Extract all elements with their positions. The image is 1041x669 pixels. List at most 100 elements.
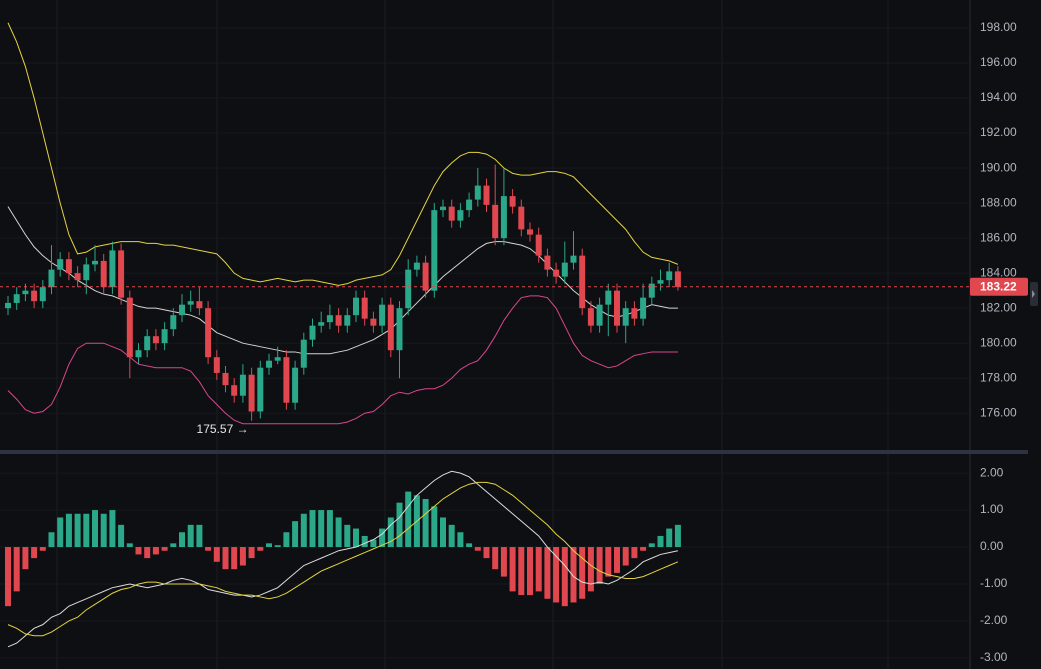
candle-body xyxy=(561,262,568,277)
candle-body xyxy=(631,308,638,319)
histogram-bar xyxy=(318,510,325,548)
histogram-bar xyxy=(196,524,203,548)
candle-body xyxy=(144,336,151,351)
candle-body xyxy=(466,199,473,211)
y-tick-label: -2.00 xyxy=(980,613,1008,627)
y-tick-label: 178.00 xyxy=(980,370,1017,384)
candle-body xyxy=(248,374,255,412)
time-grid xyxy=(56,0,889,669)
histogram-bar xyxy=(387,517,394,548)
candle-body xyxy=(353,297,359,316)
histogram-bar xyxy=(648,543,655,548)
histogram-bar xyxy=(31,547,38,559)
histogram-bar xyxy=(5,547,11,607)
candle-body xyxy=(448,206,455,221)
histogram-bar xyxy=(65,513,72,548)
histogram-bar xyxy=(248,547,255,559)
histogram-bar xyxy=(205,547,212,551)
histogram-bar xyxy=(483,547,490,559)
pane-separator[interactable] xyxy=(0,450,1028,454)
histogram-bar xyxy=(309,510,316,548)
y-tick-label: -3.00 xyxy=(980,650,1008,664)
candle-body xyxy=(283,357,290,403)
histogram-bar xyxy=(187,524,194,548)
histogram-bar xyxy=(544,547,551,599)
candle-body xyxy=(170,315,177,330)
candle-body xyxy=(187,301,194,305)
candle-body xyxy=(48,269,55,288)
candle-body xyxy=(544,255,551,270)
histogram-bar xyxy=(239,547,246,566)
y-tick-label: 184.00 xyxy=(980,265,1017,279)
indicator-line xyxy=(7,206,678,355)
low-annotation: 175.57 → xyxy=(197,422,249,436)
histogram-bar xyxy=(674,524,681,548)
last-price-box xyxy=(970,277,1028,296)
candle-body xyxy=(292,367,299,403)
candle-body xyxy=(257,367,264,412)
indicator-line xyxy=(7,22,679,286)
candle-body xyxy=(440,206,446,211)
histogram-bar xyxy=(448,524,455,548)
y-tick-label: 186.00 xyxy=(980,230,1017,244)
candle-body xyxy=(518,206,525,230)
candle-body xyxy=(570,255,577,263)
histogram-bar xyxy=(22,547,29,570)
candle-body xyxy=(118,250,125,298)
candle-body xyxy=(13,294,20,303)
histogram-bar xyxy=(83,513,90,548)
candle-body xyxy=(474,185,481,200)
candle-body xyxy=(300,339,307,368)
candle-body xyxy=(674,271,681,287)
candle-body xyxy=(457,210,464,221)
candle-body xyxy=(5,302,11,309)
candle-body xyxy=(109,250,116,288)
y-tick-label: 180.00 xyxy=(980,335,1017,349)
y-tick-label: 190.00 xyxy=(980,160,1017,174)
candle-body xyxy=(231,385,238,396)
candle-body xyxy=(39,287,46,302)
histogram-bar xyxy=(361,535,368,548)
y-tick-label: 192.00 xyxy=(980,125,1017,139)
histogram-bar xyxy=(457,532,464,548)
histogram-bar xyxy=(266,543,272,548)
histogram-bar xyxy=(370,539,377,548)
histogram-bar xyxy=(492,547,499,570)
histogram-bar xyxy=(257,547,264,551)
candle-body xyxy=(622,308,629,326)
candle-body xyxy=(500,196,507,239)
histogram-bar xyxy=(666,528,673,548)
candle-body xyxy=(579,255,586,309)
histogram-bar xyxy=(274,545,281,548)
histogram-bar xyxy=(135,547,142,555)
histogram-bar xyxy=(283,532,290,548)
histogram-bar xyxy=(587,547,594,592)
candle-body xyxy=(535,234,542,256)
candle-body xyxy=(74,273,81,281)
histogram-bar xyxy=(396,502,403,548)
histogram-bar xyxy=(92,510,98,548)
y-tick-label: 182.00 xyxy=(980,300,1017,314)
candle-body xyxy=(527,229,533,235)
candle-body xyxy=(553,269,560,277)
histogram-bar xyxy=(570,547,577,603)
histogram-bar xyxy=(622,547,629,566)
histogram-bar xyxy=(335,517,342,548)
y-tick-label: 2.00 xyxy=(980,465,1004,479)
histogram-bar xyxy=(657,535,664,548)
histogram-bar xyxy=(231,547,238,570)
indicator-line xyxy=(7,470,679,648)
candle-body xyxy=(370,318,377,326)
candle-body xyxy=(413,262,420,270)
handle-arrow xyxy=(1032,290,1035,298)
candle-body xyxy=(387,304,394,351)
histogram-bar xyxy=(640,547,647,551)
histogram-bar xyxy=(614,547,620,573)
candle-body xyxy=(196,301,203,309)
histogram-bar xyxy=(222,547,229,570)
candle-body xyxy=(309,325,316,340)
histogram-bar xyxy=(474,547,481,551)
candle-body xyxy=(326,315,333,323)
candle-body xyxy=(605,290,612,305)
histogram-bar xyxy=(152,547,159,555)
